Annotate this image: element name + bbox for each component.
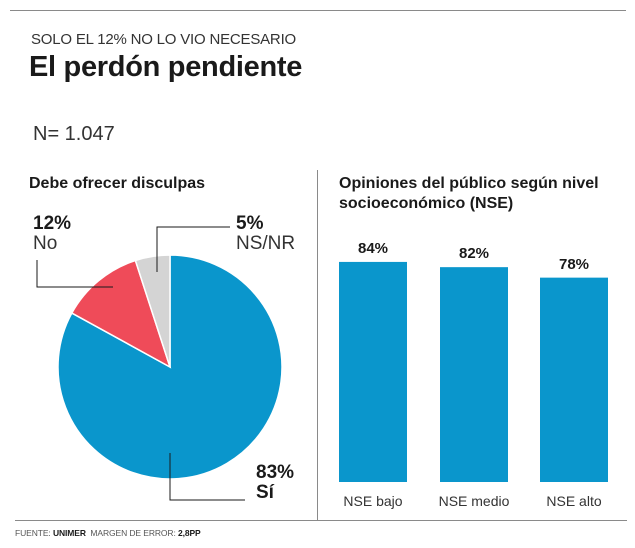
pie-leader-lines — [36, 226, 245, 501]
leader-line-si — [169, 453, 245, 501]
kicker: SOLO EL 12% NO LO VIO NECESARIO — [31, 31, 297, 48]
bar-chart — [339, 261, 608, 482]
bar-category-label: NSE alto — [546, 493, 602, 509]
page-title: El perdón pendiente — [29, 51, 303, 83]
leader-line-no — [36, 260, 113, 288]
margin-value: 2,8PP — [177, 528, 201, 538]
bar-value-label: 78% — [558, 255, 590, 273]
pie-label-no-category: No — [33, 233, 58, 254]
bar-nse-medio — [440, 267, 508, 482]
bottom-rule — [15, 520, 627, 521]
bar-value-label: 84% — [357, 239, 389, 257]
bar-value-label: 82% — [458, 245, 490, 263]
pie-label-si-category: Sí — [256, 482, 274, 503]
pie-label-nsnr-category: NS/NR — [236, 233, 296, 254]
pie-chart-title: Debe ofrecer disculpas — [29, 175, 206, 192]
source-label: FUENTE: — [15, 528, 51, 538]
source-value: UNIMER — [52, 528, 86, 538]
bar-category-label: NSE medio — [438, 493, 510, 509]
pie-label-no-value: 12% — [33, 213, 72, 234]
margin-label: MARGEN DE ERROR: — [90, 528, 176, 538]
pie-chart — [57, 254, 283, 480]
bar-nse-alto — [540, 277, 608, 482]
pie-label-si-value: 83% — [256, 462, 295, 483]
sample-size: N= 1.047 — [33, 123, 115, 145]
top-rule — [10, 10, 626, 11]
panel-divider — [317, 170, 318, 520]
pie-slice-nsnr — [134, 254, 171, 368]
pie-label-no: 12% No — [33, 214, 71, 254]
bar-chart-title: Opiniones del público según nivel socioe… — [339, 175, 599, 212]
leader-line-nsnr — [156, 226, 230, 272]
footer-credits: FUENTE: UNIMER MARGEN DE ERROR: 2,8PP — [15, 528, 201, 538]
pie-label-si: 83% Sí — [256, 463, 294, 503]
pie-label-nsnr-value: 5% — [236, 213, 264, 234]
pie-label-nsnr: 5% NS/NR — [236, 214, 295, 254]
bar-category-label: NSE bajo — [343, 493, 403, 509]
bar-nse-bajo — [339, 261, 407, 482]
